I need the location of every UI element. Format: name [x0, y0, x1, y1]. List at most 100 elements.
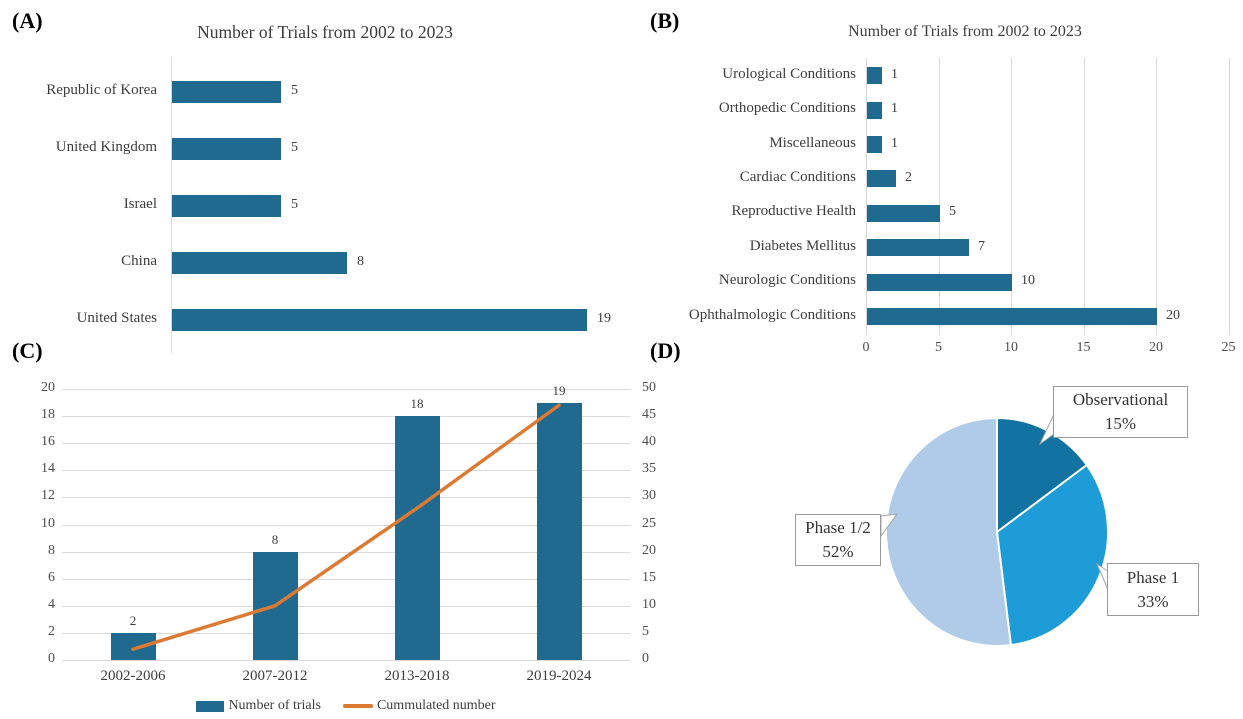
pie-callout-phase-1-label: Phase 1 — [1126, 567, 1180, 587]
chart-b-category-label: Neurologic Conditions — [718, 272, 856, 289]
chart-c-right-tick-label: 20 — [642, 542, 656, 558]
chart-c-x-category-label: 2007-2012 — [242, 668, 308, 684]
chart-c-right-tick-label: 25 — [642, 515, 656, 531]
chart-c-right-tick-label: 10 — [642, 596, 656, 612]
legend-bar-swatch-icon — [196, 700, 225, 712]
chart-c-bar — [536, 402, 582, 660]
chart-c-bar — [394, 416, 440, 660]
chart-b-bar — [867, 204, 940, 222]
pie-callout-phase-1-2: Phase 1/2 52% — [795, 514, 881, 566]
chart-b-bar — [867, 136, 882, 154]
chart-c-gridline — [62, 497, 630, 499]
chart-c-bar-value-label: 19 — [552, 382, 566, 398]
chart-b-gridline — [1083, 58, 1085, 335]
chart-c-left-tick-label: 16 — [41, 434, 55, 450]
chart-b-value-label: 20 — [1166, 307, 1180, 323]
chart-b-x-tick-label: 20 — [1149, 340, 1163, 355]
chart-c-gridline — [62, 551, 630, 553]
chart-b-gridline — [938, 58, 940, 335]
chart-c-left-tick-label: 0 — [48, 651, 55, 666]
legend-item-number-of-trials: Number of trials — [196, 698, 321, 714]
chart-b-gridline — [1156, 58, 1157, 335]
chart-a-category-label: United Kingdom — [55, 139, 157, 155]
chart-b-category-label: Urological Conditions — [722, 65, 856, 82]
chart-a-value-label: 5 — [291, 83, 298, 98]
pie-slice-phase-1 — [996, 464, 1109, 647]
chart-b-bar — [867, 239, 969, 257]
legend-line-swatch-icon — [342, 704, 373, 708]
chart-c-gridline — [62, 632, 630, 634]
chart-c-gridline — [62, 578, 630, 580]
chart-c-bar-value-label: 8 — [271, 531, 279, 547]
chart-b-category-label: Diabetes Mellitus — [749, 237, 856, 254]
chart-b-title: Number of Trials from 2002 to 2023 — [848, 23, 1082, 40]
cumulative-line-path — [131, 403, 561, 651]
chart-b-bar — [867, 170, 896, 188]
chart-c-gridline — [62, 443, 630, 445]
chart-c-right-tick-label: 5 — [642, 623, 649, 639]
chart-c-gridline — [62, 416, 630, 418]
pie-callout-phase-1-2-label: Phase 1/2 — [805, 518, 871, 538]
chart-c-right-tick-label: 15 — [642, 569, 656, 585]
chart-c-left-tick-label: 8 — [48, 542, 55, 558]
chart-c-right-tick-label: 40 — [642, 434, 656, 450]
chart-c-left-tick-label: 6 — [48, 569, 55, 585]
chart-b-value-label: 10 — [1021, 273, 1035, 289]
chart-b-bar — [867, 308, 1157, 326]
chart-c-cumulative-line — [131, 403, 561, 651]
chart-b-value-label: 1 — [891, 101, 898, 117]
chart-a-category-label: Israel — [123, 196, 157, 212]
chart-a-value-label: 19 — [597, 311, 611, 326]
legend-line-label: Cummulated number — [376, 698, 496, 713]
chart-b-value-label: 7 — [978, 238, 985, 254]
pie-callout-observational-pct: 15% — [1104, 414, 1137, 433]
chart-a-category-label: United States — [76, 310, 157, 326]
chart-b-category-label: Orthopedic Conditions — [718, 100, 856, 117]
chart-a-category-label: Republic of Korea — [46, 82, 157, 98]
chart-b-x-tick-label: 5 — [935, 340, 942, 355]
chart-c-legend: Number of trials Cummulated number — [62, 698, 630, 714]
chart-c-right-tick-label: 0 — [642, 651, 649, 666]
chart-c-bar-value-label: 18 — [410, 396, 424, 412]
chart-c-left-tick-label: 18 — [41, 407, 55, 423]
legend-item-cummulated-number: Cummulated number — [342, 698, 496, 714]
chart-a-title: Number of Trials from 2002 to 2023 — [197, 22, 453, 42]
chart-c-x-category-label: 2002-2006 — [100, 668, 166, 684]
chart-b-x-tick-label: 15 — [1076, 340, 1091, 355]
chart-b-gridline — [1011, 58, 1012, 335]
panel-label-d: (D) — [650, 338, 681, 363]
chart-a-bar — [172, 309, 587, 331]
chart-a-bar — [172, 195, 281, 217]
chart-c-right-tick-label: 35 — [642, 461, 656, 477]
chart-b-value-label: 5 — [949, 204, 956, 220]
panel-label-a: (A) — [12, 8, 43, 33]
chart-b-category-label: Cardiac Conditions — [739, 168, 856, 185]
chart-b-gridline — [866, 58, 867, 335]
pie-callout-observational: Observational 15% — [1053, 386, 1188, 438]
chart-c-right-tick-label: 50 — [642, 380, 656, 395]
pie-callout-observational-label: Observational — [1072, 390, 1169, 410]
pie-callout-phase-1: Phase 1 33% — [1107, 563, 1199, 616]
chart-b-category-label: Ophthalmologic Conditions — [688, 306, 856, 323]
chart-a-value-label: 8 — [357, 254, 364, 269]
chart-c-x-category-label: 2019-2024 — [526, 668, 592, 684]
chart-b-bar — [867, 67, 882, 85]
chart-c-left-tick-label: 4 — [48, 596, 55, 612]
chart-b-gridline — [1228, 58, 1230, 335]
chart-b-category-label: Miscellaneous — [769, 134, 856, 151]
chart-b-value-label: 2 — [905, 169, 912, 185]
chart-c-left-tick-label: 20 — [41, 380, 55, 395]
chart-c-gridline — [62, 524, 630, 526]
chart-c-bar-value-label: 2 — [129, 612, 137, 628]
chart-a-bar — [172, 252, 347, 274]
chart-c-bar — [110, 632, 156, 660]
chart-a-bar — [172, 138, 281, 160]
chart-c-left-tick-label: 10 — [41, 515, 55, 531]
chart-a-category-label: China — [121, 253, 157, 269]
chart-b-x-tick-label: 10 — [1004, 340, 1018, 355]
chart-b-category-label: Reproductive Health — [731, 203, 856, 220]
chart-a-value-label: 5 — [291, 140, 298, 155]
chart-c-right-tick-label: 45 — [642, 407, 656, 423]
chart-b-value-label: 1 — [891, 66, 898, 82]
